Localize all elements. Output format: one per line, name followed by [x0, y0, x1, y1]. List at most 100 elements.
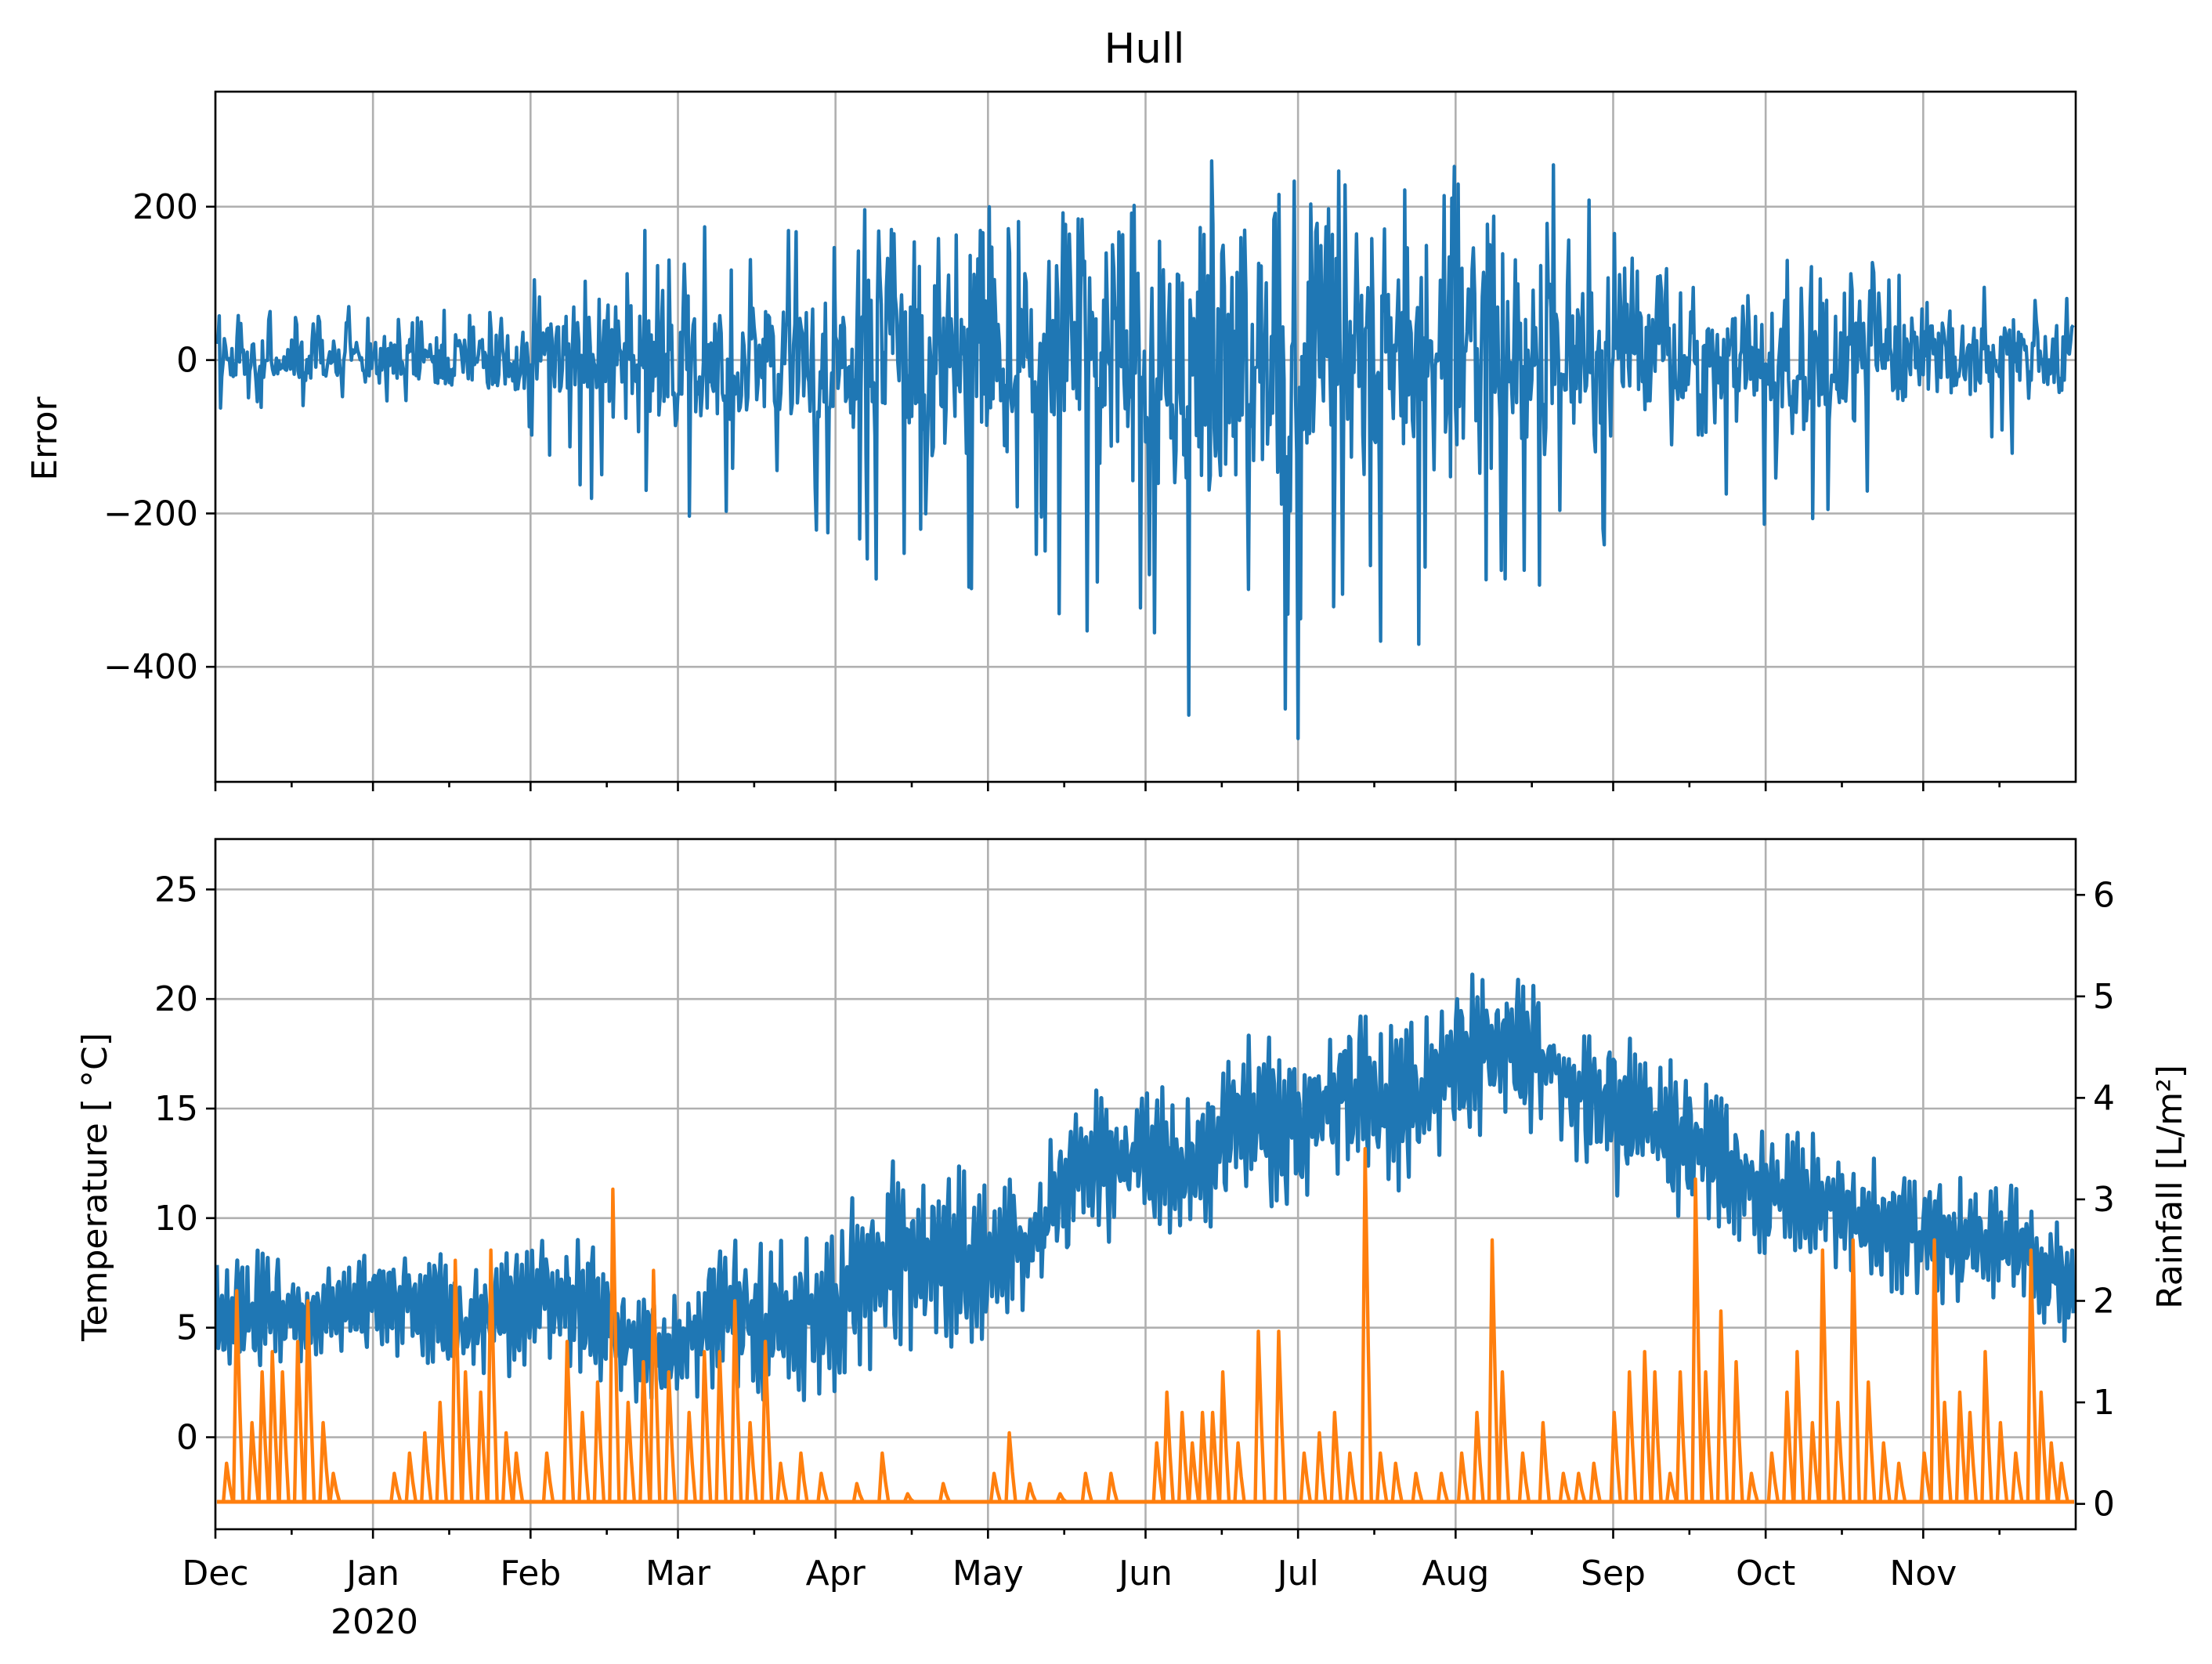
rainfall-spike [420, 1431, 433, 1503]
rainfall-spike [1274, 1329, 1287, 1503]
rainfall-spike [1497, 1369, 1511, 1503]
rainfall-spike [1360, 1146, 1373, 1503]
rainfall-spike [1878, 1441, 1892, 1503]
rainfall-spike [1782, 1390, 1795, 1503]
rainfall-spike [623, 1400, 637, 1503]
rainfall-spike [1766, 1451, 1780, 1503]
rainfall-spike [851, 1481, 865, 1503]
rainfall-spike [796, 1451, 809, 1503]
rainfall-spike [1574, 1471, 1587, 1503]
rainfall-spike [511, 1451, 525, 1503]
rainfall-spike [1151, 1441, 1165, 1503]
rainfall-spike [1817, 1248, 1831, 1503]
rainfall-spike [1715, 1309, 1729, 1503]
rainfall-spike [450, 1258, 464, 1503]
rainfall-spike [1919, 1451, 1932, 1503]
rainfall-spike [1187, 1441, 1201, 1503]
rainfall-y-tick-label: 0 [2093, 1485, 2115, 1525]
rainfall-spike [1456, 1451, 1470, 1503]
x-tick-label: Nov [1889, 1554, 1957, 1593]
rainfall-spike [257, 1369, 270, 1503]
temperature-ticks: Dec Jan Feb Mar Apr May Jun Jul Aug Sep Oct Nov2520… [154, 870, 2115, 1593]
rainfall-spike [292, 1340, 306, 1503]
rainfall-spike [247, 1420, 260, 1503]
rainfall-spike [1995, 1420, 2009, 1503]
rainfall-spike [435, 1400, 448, 1503]
rainfall-spike [541, 1451, 555, 1503]
rainfall-spike [902, 1492, 916, 1503]
rainfall-spike [729, 1299, 743, 1503]
error-y-tick-label: 200 [132, 187, 198, 227]
rainfall-spike [1701, 1369, 1714, 1503]
rainfall-spike [592, 1380, 606, 1503]
rainfall-spike [1517, 1451, 1531, 1503]
rainfall-spike [1609, 1410, 1622, 1503]
rainfall-spike [1538, 1420, 1552, 1503]
rainfall-spike [1675, 1369, 1689, 1503]
x-tick-label: Jul [1275, 1554, 1319, 1593]
rainfall-spike [877, 1451, 891, 1503]
rainfall-spike [1639, 1350, 1653, 1503]
rainfall-y-tick-label: 2 [2093, 1281, 2115, 1321]
rainfall-spike [775, 1461, 789, 1503]
rainfall-y-tick-label: 5 [2093, 977, 2115, 1017]
x-tick-label: Mar [645, 1554, 711, 1593]
rainfall-spike [1625, 1369, 1638, 1503]
rainfall-spike [1299, 1451, 1313, 1503]
rainfall-spike [404, 1451, 418, 1503]
rainfall-spike [760, 1340, 774, 1503]
rainfall-spike [1055, 1492, 1068, 1503]
rainfall-spike [302, 1299, 316, 1503]
x-tick-label: Dec [182, 1554, 248, 1593]
rainfall-spike [1746, 1471, 1760, 1503]
rainfall-spike [1833, 1400, 1846, 1503]
rainfall-spike [1558, 1471, 1571, 1503]
rainfall-spike [562, 1340, 576, 1503]
x-tick-label: Apr [806, 1554, 866, 1593]
rainfall-spike [1390, 1461, 1404, 1503]
rainfall-spike [1964, 1410, 1979, 1503]
rainfall-spike [577, 1410, 591, 1503]
rainfall-spike [2056, 1461, 2069, 1503]
temperature-y-tick-label: 20 [154, 979, 198, 1019]
rainfall-spike [745, 1420, 758, 1503]
rainfall-spike [1929, 1238, 1943, 1503]
rainfall-spike [1939, 1400, 1953, 1503]
rainfall-spike [714, 1350, 728, 1503]
rainfall-spike [1436, 1471, 1450, 1503]
rainfall-spike [1589, 1461, 1602, 1503]
rainfall-spike [475, 1390, 489, 1503]
rainfall-spike [461, 1369, 474, 1503]
error-series [216, 159, 2075, 740]
rainfall-spike [1329, 1410, 1343, 1503]
rainfall-spike [638, 1360, 652, 1503]
error-y-tick-label: −400 [103, 647, 198, 687]
temperature-y-axis-label: Temperature [ °C] [75, 1033, 115, 1342]
rainfall-spike [684, 1410, 697, 1503]
rainfall-spike [816, 1471, 830, 1503]
rainfall-y-tick-label: 4 [2093, 1078, 2115, 1118]
rainfall-spike [938, 1481, 952, 1503]
rainfall-spike [328, 1471, 342, 1503]
rainfall-spike [1176, 1410, 1191, 1503]
error-y-tick-label: 0 [176, 341, 198, 381]
rainfall-spike [277, 1369, 291, 1503]
rainfall-spike [1954, 1390, 1968, 1503]
error-axes: 200 0 −200 −400 Error [25, 90, 2077, 791]
rainfall-spike [1487, 1238, 1501, 1503]
rainfall-spike [1664, 1471, 1679, 1503]
rainfall-y-axis-label: Rainfall [L/m²] [2150, 1065, 2190, 1309]
temperature-y-tick-label: 0 [176, 1418, 198, 1458]
rainfall-spike [1792, 1350, 1805, 1503]
rainfall-spike [1080, 1471, 1094, 1503]
rainfall-spike [1863, 1380, 1877, 1503]
rainfall-y-tick-label: 1 [2093, 1383, 2115, 1423]
temperature-series [215, 972, 2076, 1404]
rainfall-spike [222, 1461, 235, 1503]
x-tick-label: Jan [344, 1554, 399, 1593]
rainfall-spike [1375, 1451, 1389, 1503]
rainfall-spike [1848, 1238, 1861, 1503]
rainfall-spike [1162, 1390, 1175, 1503]
rainfall-spike [608, 1187, 621, 1503]
rainfall-spike [1004, 1431, 1017, 1503]
